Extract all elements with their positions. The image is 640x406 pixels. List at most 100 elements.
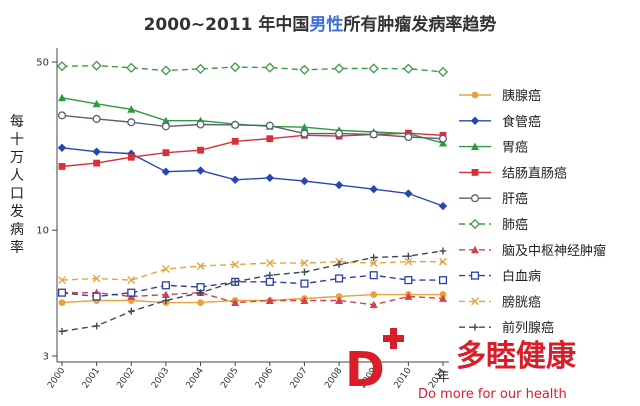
y-tick-label: 50 xyxy=(36,58,49,69)
legend-marker xyxy=(469,218,481,230)
data-point xyxy=(230,175,240,184)
data-point xyxy=(231,298,240,307)
data-point xyxy=(369,130,378,139)
data-point xyxy=(369,300,378,309)
legend-label: 脑及中枢神经肿瘤 xyxy=(502,243,606,259)
data-point xyxy=(92,292,101,301)
watermark-en: Do more for our health xyxy=(418,387,567,402)
legend-marker xyxy=(471,297,479,306)
data-point xyxy=(404,132,413,142)
data-point xyxy=(127,153,135,161)
y-axis-label: 每十万人口发病率 xyxy=(10,114,24,256)
data-point xyxy=(58,327,66,335)
legend-label: 白血病 xyxy=(502,269,541,285)
data-point xyxy=(92,147,101,156)
watermark-logo: D xyxy=(345,328,404,398)
data-point xyxy=(335,296,344,304)
legend-item: 肝癌 xyxy=(459,191,528,207)
legend-marker xyxy=(470,194,480,203)
data-point xyxy=(370,254,378,261)
data-point xyxy=(161,122,170,131)
data-point xyxy=(161,281,170,290)
data-point xyxy=(300,279,309,288)
legend-item: 结肠直肠癌 xyxy=(459,165,567,181)
data-point xyxy=(439,247,447,255)
y-ticks: 3 10 50 xyxy=(36,58,57,363)
data-point xyxy=(300,259,309,267)
series-8 xyxy=(58,257,447,285)
legend-label: 食管癌 xyxy=(502,114,541,130)
data-point xyxy=(197,299,204,307)
series-line xyxy=(61,274,443,298)
data-point xyxy=(404,292,413,300)
series-line xyxy=(61,114,444,140)
data-point xyxy=(57,143,67,152)
series-0 xyxy=(58,291,447,307)
legend-item: 前列腺癌 xyxy=(459,320,554,336)
data-point xyxy=(162,265,170,273)
data-point xyxy=(92,99,101,108)
legend-marker xyxy=(471,169,479,176)
data-point xyxy=(437,66,449,77)
data-point xyxy=(404,276,413,285)
data-point xyxy=(404,252,412,260)
data-point xyxy=(162,149,170,157)
data-point xyxy=(301,268,308,276)
data-point xyxy=(300,296,309,304)
data-point xyxy=(197,146,204,154)
data-point xyxy=(161,290,170,298)
legend-item: 食管癌 xyxy=(459,114,541,130)
legend-item: 肺癌 xyxy=(459,217,528,233)
legend-label: 前列腺癌 xyxy=(502,320,554,336)
legend-marker xyxy=(470,116,480,125)
legend-label: 胃癌 xyxy=(502,140,528,156)
data-point xyxy=(266,135,274,143)
x-ticks: 2000 2001 2002 2003 2004 2005 2006 2007 2008 2009… xyxy=(46,362,448,390)
data-point xyxy=(196,120,205,129)
data-point xyxy=(92,274,101,283)
data-point xyxy=(264,62,275,73)
data-point xyxy=(369,271,378,280)
x-tick-label: 2007 xyxy=(289,366,310,390)
data-point xyxy=(335,261,343,268)
data-point xyxy=(438,134,448,143)
legend-label: 肝癌 xyxy=(502,191,528,207)
data-point xyxy=(161,116,170,125)
data-point xyxy=(370,291,378,298)
series-9 xyxy=(58,247,447,335)
x-tick-label: 2008 xyxy=(323,366,344,391)
data-point xyxy=(58,276,66,285)
x-tick-label: 2004 xyxy=(185,366,206,391)
series-line xyxy=(62,291,444,306)
series-lines xyxy=(56,60,449,335)
data-point xyxy=(92,114,101,123)
x-tick-label: 2000 xyxy=(46,366,67,391)
legend-label: 肺癌 xyxy=(502,217,528,233)
series-1 xyxy=(57,143,448,211)
x-tick-label: 2006 xyxy=(254,366,275,391)
data-point xyxy=(335,274,344,283)
data-point xyxy=(126,62,137,73)
legend-item: 白血病 xyxy=(459,269,541,285)
data-point xyxy=(300,176,309,186)
legend-marker xyxy=(471,91,479,99)
plot-frame xyxy=(56,48,449,363)
data-point xyxy=(265,277,274,286)
svg-text:D: D xyxy=(345,342,385,398)
x-tick-label: 2003 xyxy=(150,366,171,390)
data-point xyxy=(91,60,102,71)
chart-title: 2000~2011 年中国男性所有肿瘤发病率趋势 xyxy=(144,14,497,35)
y-tick-label: 3 xyxy=(43,352,49,363)
data-point xyxy=(369,185,378,194)
data-point xyxy=(127,105,136,113)
legend-marker xyxy=(471,323,479,331)
legend-marker xyxy=(470,271,480,280)
y-axis-label-text: 每十万人口发病率 xyxy=(10,114,24,256)
data-point xyxy=(197,289,204,297)
data-point xyxy=(333,63,345,74)
data-point xyxy=(231,137,239,145)
x-tick-label: 2005 xyxy=(219,366,240,390)
x-axis-label-group: 年 xyxy=(436,370,449,385)
